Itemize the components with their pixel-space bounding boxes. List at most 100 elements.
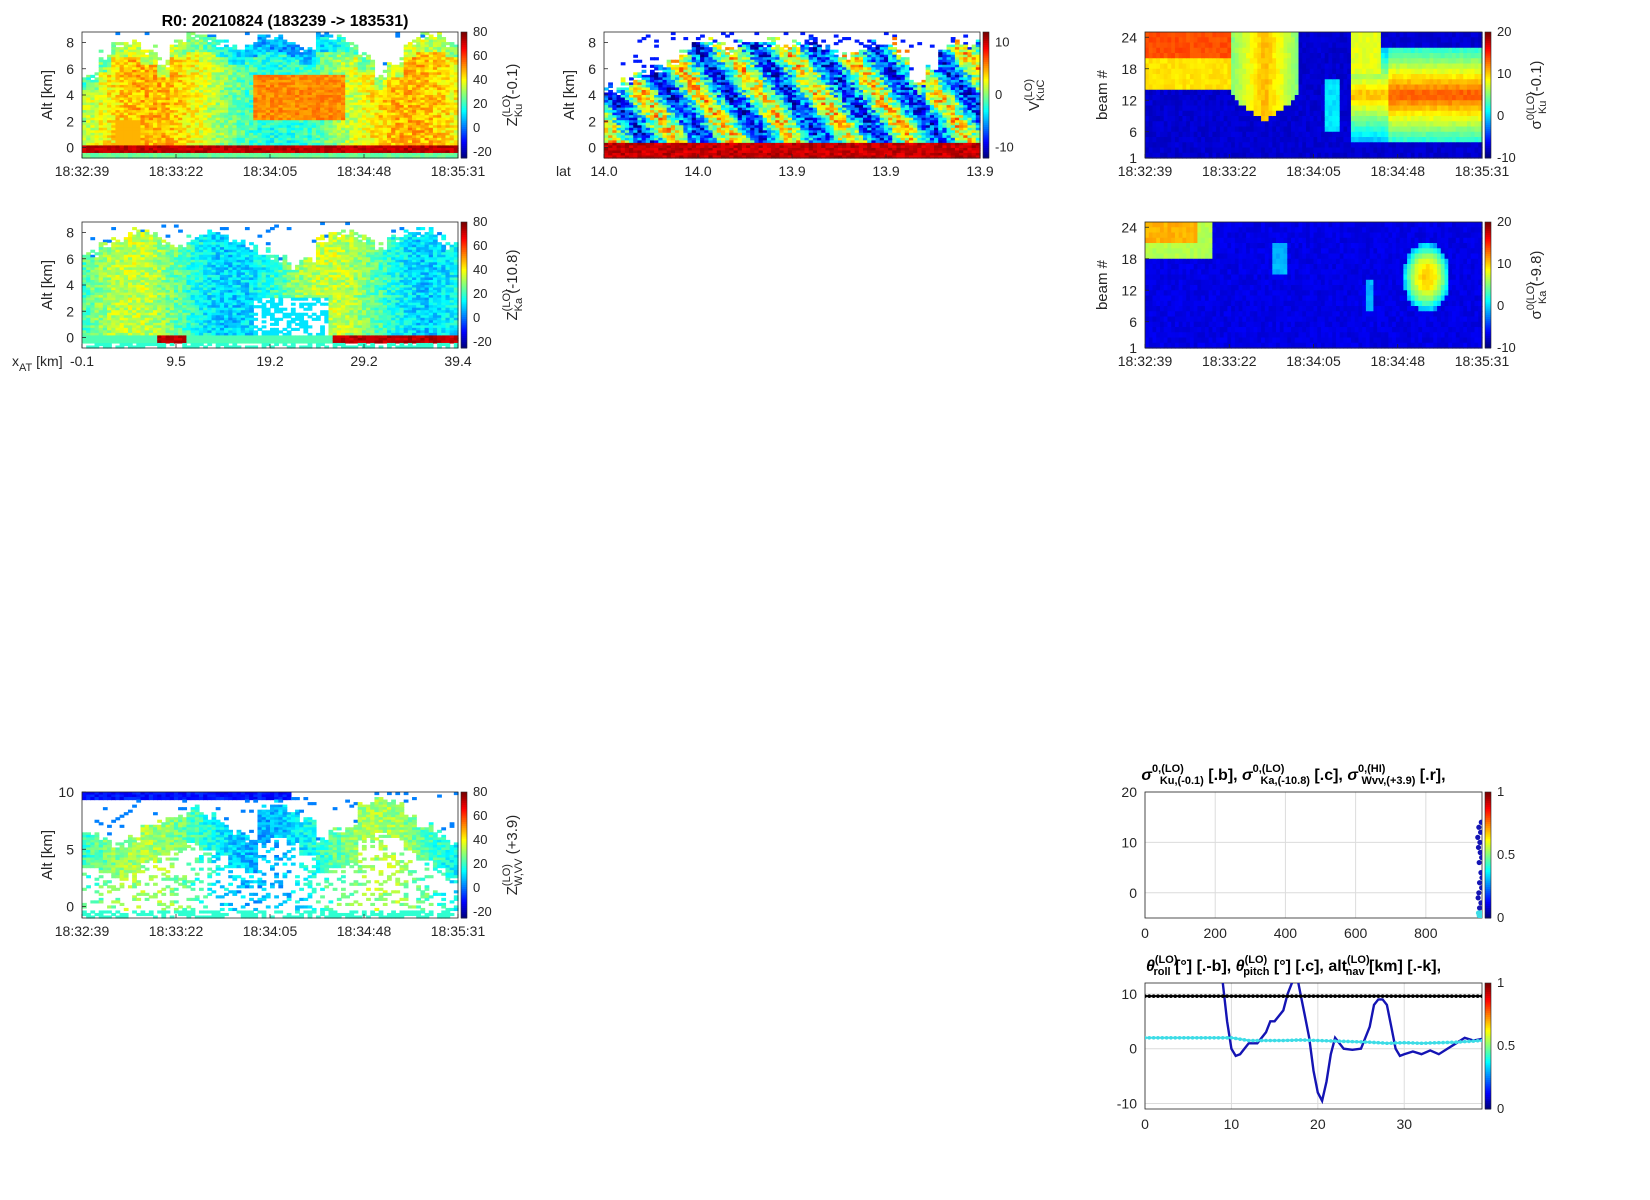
heatmap-cell [641, 64, 647, 68]
heatmap-cell [82, 142, 87, 146]
heatmap-cell [132, 54, 137, 58]
heatmap-cell [144, 95, 150, 99]
heatmap-cell [102, 115, 108, 119]
heatmap-cell [161, 147, 167, 152]
heatmap-cell [115, 69, 121, 73]
heatmap-cell [140, 57, 146, 61]
heatmap-cell [144, 89, 150, 94]
heatmap-cell [94, 130, 100, 134]
heatmap-cell [140, 130, 146, 134]
heatmap-cell [102, 95, 108, 99]
heatmap-cell [144, 135, 150, 139]
heatmap-cell [119, 142, 125, 146]
heatmap-cell [119, 95, 125, 99]
heatmap-cell [132, 92, 137, 96]
heatmap-cell [82, 147, 87, 152]
heatmap-cell [94, 79, 100, 83]
heatmap-cell [82, 150, 87, 154]
heatmap-cell [148, 135, 154, 139]
heatmap-cell [140, 125, 146, 129]
heatmap-cell [90, 107, 96, 111]
heatmap-cell [123, 52, 129, 56]
heatmap-cell [98, 84, 104, 89]
heatmap-cell [123, 132, 129, 136]
heatmap-cell [140, 62, 146, 66]
heatmap-cell [161, 130, 167, 134]
heatmap-cell [119, 147, 125, 152]
heatmap-cell [127, 127, 133, 131]
heatmap-cell [127, 140, 133, 144]
x-tick-label: 18:34:48 [337, 163, 392, 179]
heatmap-cell [90, 79, 96, 83]
heatmap-cell [86, 110, 91, 114]
heatmap-cell [98, 102, 104, 106]
heatmap-cell [107, 112, 112, 116]
heatmap-cell [82, 152, 87, 157]
heatmap-cell [132, 110, 137, 114]
heatmap-cell [82, 135, 87, 139]
heatmap-cell [127, 122, 133, 126]
heatmap-cell [102, 107, 108, 111]
heatmap-cell [132, 122, 137, 126]
heatmap-cell [107, 125, 112, 129]
heatmap-cell [119, 87, 125, 91]
x-tick-label: 18:35:31 [431, 163, 486, 179]
heatmap-cell [94, 95, 100, 99]
heatmap-cell [153, 52, 158, 56]
x-tick-label: 18:33:22 [149, 163, 204, 179]
heatmap-cell [98, 132, 104, 136]
heatmap-cell [153, 142, 158, 146]
heatmap-cell [132, 77, 137, 81]
heatmap-cell [132, 42, 137, 46]
heatmap-cell [127, 64, 133, 68]
heatmap-cell [98, 140, 104, 144]
heatmap-cell [90, 110, 96, 114]
heatmap-cell [148, 102, 154, 106]
heatmap-cell [132, 52, 137, 56]
heatmap-cell [123, 64, 129, 68]
heatmap-cell [148, 100, 154, 104]
heatmap-cell [153, 127, 158, 131]
heatmap-cell [153, 79, 158, 83]
heatmap-cell [165, 72, 171, 76]
heatmap-cell [107, 97, 112, 101]
colorbar-label-main: Z [504, 117, 521, 126]
heatmap-cell [82, 115, 87, 119]
heatmap-cell [111, 145, 117, 149]
heatmap-cell [140, 145, 146, 149]
heatmap-cell [140, 107, 146, 111]
heatmap-cell [107, 135, 112, 139]
colorbar-tick-label: 20 [473, 96, 487, 111]
heatmap-cell [123, 89, 129, 94]
heatmap-cell [123, 137, 129, 141]
heatmap-cell [111, 112, 117, 116]
heatmap-cell [119, 152, 125, 157]
heatmap-cell [94, 115, 100, 119]
heatmap-cell [94, 87, 100, 91]
heatmap-cell [670, 59, 676, 63]
heatmap-cell [107, 140, 112, 144]
heatmap-cell [148, 97, 154, 101]
heatmap-cell [94, 142, 100, 146]
heatmap-cell [127, 115, 133, 119]
heatmap-cell [157, 140, 162, 144]
heatmap-cell [165, 67, 171, 71]
heatmap-cell [654, 39, 659, 43]
heatmap-cell [153, 72, 158, 76]
heatmap-cell [148, 117, 154, 121]
heatmap-cell [102, 77, 108, 81]
heatmap-cell [107, 120, 112, 124]
heatmap-cell [157, 142, 162, 146]
heatmap-cell [616, 89, 622, 94]
heatmap-cell [102, 87, 108, 91]
heatmap-cell [119, 62, 125, 66]
colorbar-tick-label: 0 [473, 120, 480, 135]
heatmap-cell [136, 137, 142, 141]
heatmap-cell [86, 87, 91, 91]
heatmap-cell [148, 125, 154, 129]
heatmap-cell [157, 107, 162, 111]
heatmap-cell [148, 145, 154, 149]
heatmap-cell [123, 115, 129, 119]
heatmap-cell [90, 84, 96, 89]
heatmap-cell [90, 82, 96, 86]
